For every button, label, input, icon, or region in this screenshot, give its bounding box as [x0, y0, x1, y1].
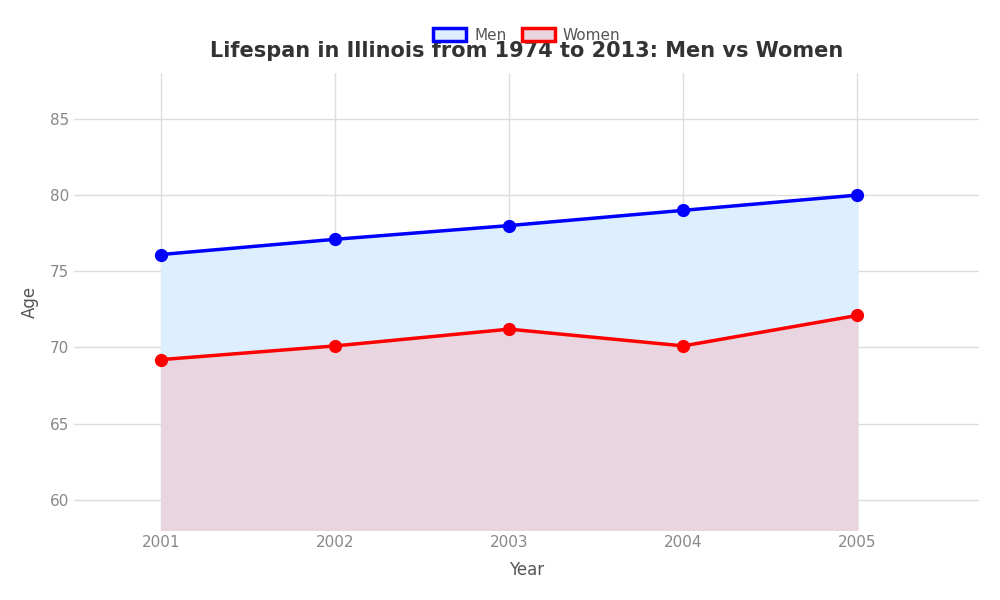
X-axis label: Year: Year — [509, 561, 544, 579]
Y-axis label: Age: Age — [21, 286, 39, 318]
Title: Lifespan in Illinois from 1974 to 2013: Men vs Women: Lifespan in Illinois from 1974 to 2013: … — [210, 41, 843, 61]
Legend: Men, Women: Men, Women — [427, 22, 627, 49]
